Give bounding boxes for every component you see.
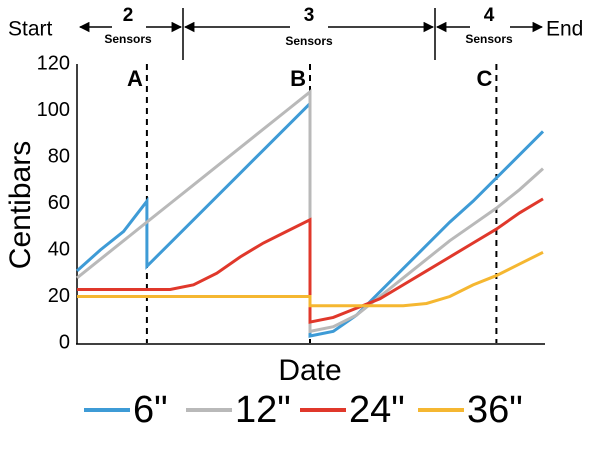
stage-count: 4 <box>484 5 495 26</box>
y-tick-label: 40 <box>48 238 70 260</box>
marker-label: B <box>290 66 306 91</box>
y-tick-label: 20 <box>48 285 70 307</box>
stage-label: Sensors <box>285 34 333 48</box>
legend-label: 6" <box>133 389 168 431</box>
stage-label: Sensors <box>465 32 513 46</box>
legend-label: 24" <box>349 389 405 431</box>
y-tick-label: 60 <box>48 192 70 214</box>
y-tick-label: 100 <box>37 99 70 121</box>
y-tick-label: 80 <box>48 145 70 167</box>
marker-label: A <box>127 66 143 91</box>
stage-count: 3 <box>304 5 315 26</box>
marker-label: C <box>477 66 493 91</box>
y-axis-label: Centibars <box>4 141 37 269</box>
start-label: Start <box>8 18 53 41</box>
legend-label: 12" <box>235 389 291 431</box>
x-axis-label: Date <box>278 354 341 387</box>
series-line <box>77 197 544 324</box>
series-line <box>77 250 544 308</box>
y-tick-label: 0 <box>59 331 70 353</box>
legend-label: 36" <box>467 389 523 431</box>
stage-count: 2 <box>123 5 134 26</box>
end-label: End <box>546 18 583 41</box>
stage-label: Sensors <box>104 32 152 46</box>
series-line <box>76 88 545 334</box>
y-tick-label: 120 <box>37 52 70 74</box>
